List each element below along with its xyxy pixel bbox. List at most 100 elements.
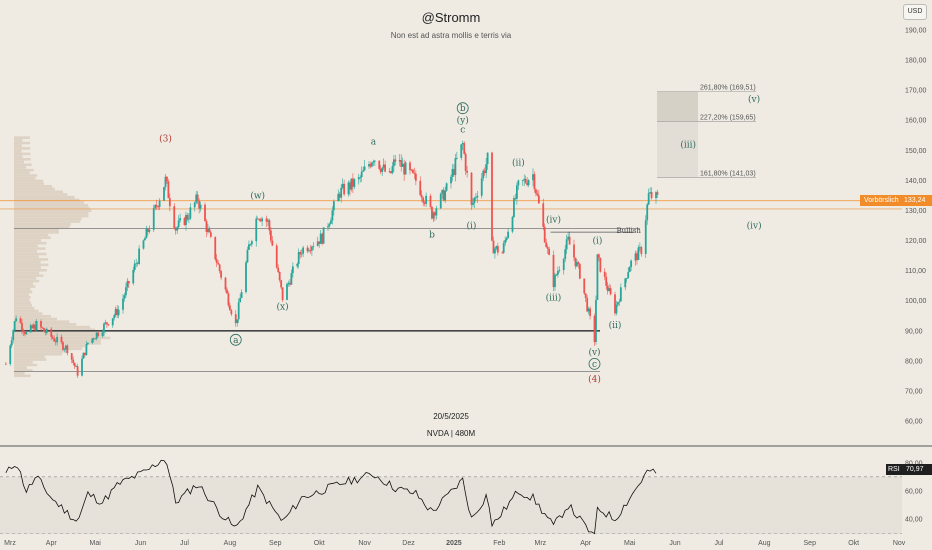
- candle-body: [72, 359, 75, 363]
- candle-body: [330, 220, 332, 224]
- y-tick-label: 60,00: [905, 419, 923, 426]
- candle-body: [126, 281, 129, 288]
- candle-body: [113, 315, 116, 319]
- candle-body: [267, 220, 269, 222]
- candle-body: [316, 241, 319, 246]
- wave-label: (v): [748, 94, 760, 105]
- candle-body: [167, 181, 170, 199]
- axes: 60,00 70,00 80,00 90,00 100,00 110,00 120,00 13…: [4, 28, 926, 548]
- candle-body: [445, 183, 448, 191]
- candle-body: [583, 278, 586, 294]
- candle-body: [650, 192, 653, 199]
- wave-labels: (3)(w)(x)aabb(y)c(i)(ii)(iv)(iii)(i)(ii)…: [159, 94, 762, 385]
- fib-target-zone: 261,80% (169,51) 227,20% (159,65) 161,80% …: [657, 85, 756, 178]
- candle-body: [103, 323, 105, 333]
- x-tick-label: Jul: [180, 540, 189, 547]
- candle-body: [496, 245, 499, 253]
- candle-body: [246, 249, 249, 263]
- candle-body: [183, 218, 186, 226]
- candle-body: [123, 295, 126, 299]
- candle-body: [101, 332, 104, 336]
- candle-body: [82, 352, 85, 359]
- candle-body: [351, 178, 354, 187]
- x-tick-label: Mai: [624, 540, 636, 547]
- candle-body: [249, 244, 252, 246]
- x-tick-label: Jun: [669, 540, 680, 547]
- candle-body: [615, 304, 618, 314]
- x-tick-label: Jun: [135, 540, 146, 547]
- candle-body: [391, 166, 394, 174]
- currency-button[interactable]: USD: [903, 4, 927, 20]
- candle-body: [340, 187, 343, 198]
- wave-label: (iv): [747, 221, 762, 232]
- candle-body: [227, 293, 230, 306]
- candle-body: [122, 298, 124, 310]
- candle-body: [237, 302, 240, 320]
- x-tick-label: Mai: [90, 540, 102, 547]
- candle-body: [542, 203, 545, 227]
- candle-body: [214, 236, 217, 260]
- candle-body: [368, 164, 370, 167]
- candle-body: [236, 319, 239, 324]
- candle-body: [384, 164, 387, 172]
- fib-label: 261,80% (169,51): [700, 85, 756, 92]
- candle-body: [359, 177, 362, 178]
- candle-body: [107, 324, 110, 326]
- candle-body: [186, 214, 189, 220]
- candle-body: [463, 143, 466, 154]
- candle-body: [363, 166, 366, 171]
- candle-body: [114, 308, 117, 316]
- candle-body: [589, 308, 592, 316]
- candle-body: [597, 254, 600, 258]
- rsi-panel: [0, 459, 902, 535]
- candle-body: [296, 263, 299, 267]
- candle-body: [331, 210, 334, 221]
- candle-body: [34, 324, 37, 331]
- candle-body: [23, 332, 26, 335]
- x-tick-label: Nov: [358, 540, 371, 547]
- rsi-tick-label: 60,00: [905, 488, 923, 495]
- candle-body: [66, 345, 69, 354]
- candle-body: [423, 202, 426, 204]
- candle-body: [44, 331, 47, 333]
- x-tick-label: Jul: [714, 540, 723, 547]
- candle-body: [556, 270, 559, 275]
- candle-body: [208, 228, 211, 233]
- candle-body: [63, 349, 66, 350]
- candle-body: [476, 195, 479, 198]
- candle-body: [353, 179, 356, 187]
- wave-label: (ii): [512, 157, 525, 168]
- candle-body: [545, 242, 548, 247]
- candle-body: [388, 171, 391, 173]
- candle-body: [51, 336, 54, 339]
- candle-body: [10, 340, 13, 346]
- candle-body: [9, 345, 12, 364]
- y-tick-label: 80,00: [905, 358, 923, 365]
- rsi-line: [5, 459, 657, 535]
- candle-body: [199, 204, 202, 209]
- candle-body: [19, 318, 22, 323]
- candle-body: [310, 246, 313, 251]
- x-tick-label: Okt: [848, 540, 859, 547]
- wave-label: Bullish: [616, 227, 641, 235]
- candle-body: [537, 195, 540, 204]
- candle-body: [327, 226, 329, 228]
- candle-body: [451, 169, 454, 177]
- watermark-date: 20/5/2025: [433, 412, 469, 421]
- x-tick-label: Apr: [46, 540, 58, 547]
- candle-body: [220, 271, 223, 278]
- candle-body: [32, 324, 35, 329]
- candle-body: [656, 192, 659, 195]
- candle-body: [567, 236, 570, 240]
- rsi-tick-label: 40,00: [905, 517, 923, 524]
- candle-body: [306, 247, 309, 252]
- candle-body: [410, 169, 413, 171]
- wave-label: (y): [457, 115, 469, 126]
- candle-body: [444, 190, 447, 201]
- y-tick-label: 130,00: [905, 208, 927, 215]
- candle-body: [454, 158, 457, 175]
- y-tick-label: 110,00: [905, 268, 926, 275]
- candle-body: [422, 197, 425, 203]
- candle-body: [125, 287, 127, 296]
